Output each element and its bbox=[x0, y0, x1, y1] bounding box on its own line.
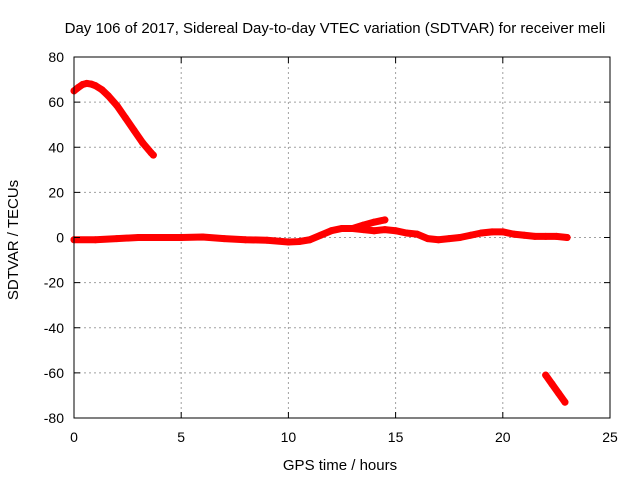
series-main bbox=[70, 224, 571, 246]
data-point bbox=[548, 380, 556, 388]
data-point bbox=[177, 234, 185, 241]
data-point bbox=[295, 238, 303, 246]
chart-title: Day 106 of 2017, Sidereal Day-to-day VTE… bbox=[65, 20, 606, 37]
x-tick-label: 25 bbox=[602, 429, 618, 445]
data-point bbox=[434, 236, 442, 244]
y-tick-label: -20 bbox=[44, 275, 64, 291]
data-point bbox=[563, 234, 571, 241]
data-point bbox=[149, 151, 157, 159]
data-point bbox=[510, 230, 518, 238]
data-point bbox=[392, 227, 400, 235]
data-point bbox=[113, 235, 121, 243]
y-tick-label: 20 bbox=[48, 184, 64, 200]
data-point bbox=[488, 228, 496, 236]
y-axis-label: SDTVAR / TECUs bbox=[5, 180, 22, 300]
data-point bbox=[121, 114, 129, 122]
x-tick-label: 10 bbox=[281, 429, 297, 445]
data-point bbox=[139, 139, 147, 147]
data-point bbox=[263, 236, 271, 244]
y-tick-label: 80 bbox=[48, 49, 64, 65]
data-point bbox=[424, 235, 432, 243]
data-point bbox=[531, 232, 539, 240]
y-tick-label: -60 bbox=[44, 365, 64, 381]
data-point bbox=[542, 232, 550, 240]
data-point bbox=[445, 235, 453, 243]
data-point bbox=[130, 126, 138, 134]
data-point bbox=[381, 226, 389, 234]
data-point bbox=[338, 224, 346, 232]
data-point bbox=[456, 234, 464, 241]
data-point bbox=[359, 221, 367, 229]
data-point bbox=[413, 230, 421, 238]
series-arc-early bbox=[70, 79, 157, 159]
x-axis-label: GPS time / hours bbox=[283, 457, 397, 474]
data-point bbox=[91, 82, 99, 90]
x-tick-label: 0 bbox=[70, 429, 78, 445]
y-tick-label: -40 bbox=[44, 320, 64, 336]
x-tick-label: 5 bbox=[177, 429, 185, 445]
data-point bbox=[370, 218, 378, 226]
y-tick-label: -80 bbox=[44, 410, 64, 426]
data-point bbox=[499, 228, 507, 236]
x-tick-label: 15 bbox=[388, 429, 404, 445]
x-tick-label: 20 bbox=[495, 429, 511, 445]
data-point bbox=[520, 231, 528, 239]
data-point bbox=[561, 398, 569, 406]
data-point bbox=[327, 227, 335, 235]
data-points bbox=[70, 79, 571, 406]
data-point bbox=[242, 236, 250, 244]
y-tick-label: 60 bbox=[48, 94, 64, 110]
data-point bbox=[542, 371, 550, 379]
data-point bbox=[370, 227, 378, 235]
data-point bbox=[199, 233, 207, 241]
data-point bbox=[555, 389, 563, 397]
data-point bbox=[134, 234, 142, 241]
data-point bbox=[284, 238, 292, 246]
data-point bbox=[113, 102, 121, 110]
data-point bbox=[349, 224, 357, 232]
data-point bbox=[104, 92, 112, 100]
data-point bbox=[220, 235, 228, 243]
series-trace bbox=[349, 216, 389, 232]
data-point bbox=[306, 236, 314, 244]
y-tick-label: 40 bbox=[48, 139, 64, 155]
data-point bbox=[402, 229, 410, 237]
series-arc-late bbox=[542, 371, 569, 406]
data-point bbox=[91, 236, 99, 244]
data-point bbox=[467, 231, 475, 239]
y-tick-label: 0 bbox=[56, 230, 64, 246]
axis-ticks: 0 5 10 15 20 25 -80 -60 -40 -20 0 20 40 60 80 bbox=[44, 49, 618, 445]
data-point bbox=[98, 86, 106, 94]
series-trace bbox=[542, 371, 569, 406]
data-point bbox=[317, 231, 325, 239]
data-point bbox=[156, 234, 164, 241]
data-point bbox=[381, 216, 389, 224]
data-point bbox=[552, 232, 560, 240]
series-rise-14h bbox=[349, 216, 389, 232]
data-point bbox=[477, 229, 485, 237]
